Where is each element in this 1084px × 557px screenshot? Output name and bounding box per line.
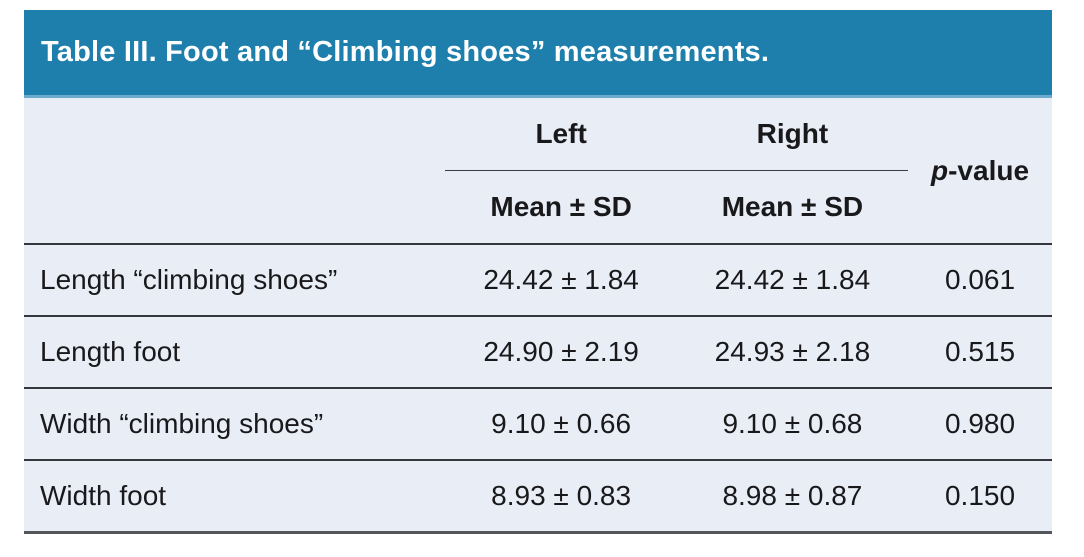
left-mean-sd-value: 24.90 ± 2.19 xyxy=(445,316,677,389)
left-mean-sd-value: 9.10 ± 0.66 xyxy=(445,388,677,461)
table-row: Width foot 8.93 ± 0.83 8.98 ± 0.87 0.150 xyxy=(24,460,1052,534)
p-value: 0.061 xyxy=(908,244,1052,317)
p-suffix-label: -value xyxy=(948,154,1030,186)
row-label: Width “climbing shoes” xyxy=(24,388,446,461)
column-header-left: Left xyxy=(445,98,677,171)
left-mean-sd-value: 8.93 ± 0.83 xyxy=(445,460,677,534)
p-value: 0.515 xyxy=(908,316,1052,389)
table-header: Left Right p-value Mean ± SD Mean ± SD xyxy=(24,98,1052,245)
p-italic-label: p xyxy=(931,154,949,186)
row-label: Length “climbing shoes” xyxy=(24,244,446,317)
right-mean-sd-value: 24.93 ± 2.18 xyxy=(676,316,909,389)
empty-subheader-cell xyxy=(24,170,446,245)
table-title: Table III. Foot and “Climbing shoes” mea… xyxy=(41,36,770,68)
column-header-right: Right xyxy=(676,98,909,171)
p-value: 0.980 xyxy=(908,388,1052,461)
column-header-pvalue: p-value xyxy=(908,98,1052,245)
table-row: Width “climbing shoes” 9.10 ± 0.66 9.10 … xyxy=(24,388,1052,461)
subheader-right-mean-sd: Mean ± SD xyxy=(676,170,909,245)
table-figure: Table III. Foot and “Climbing shoes” mea… xyxy=(24,10,1052,534)
right-mean-sd-value: 8.98 ± 0.87 xyxy=(676,460,909,534)
row-label: Width foot xyxy=(24,460,446,534)
group-header-row: Left Right p-value xyxy=(24,98,1052,245)
measurements-table: Left Right p-value Mean ± SD Mean ± SD L… xyxy=(24,98,1052,534)
right-mean-sd-value: 24.42 ± 1.84 xyxy=(676,244,909,317)
table-row: Length foot 24.90 ± 2.19 24.93 ± 2.18 0.… xyxy=(24,316,1052,389)
row-label: Length foot xyxy=(24,316,446,389)
table-body: Length “climbing shoes” 24.42 ± 1.84 24.… xyxy=(24,244,1052,534)
table-title-bar: Table III. Foot and “Climbing shoes” mea… xyxy=(24,10,1052,98)
subheader-left-mean-sd: Mean ± SD xyxy=(445,170,677,245)
right-mean-sd-value: 9.10 ± 0.68 xyxy=(676,388,909,461)
empty-header-cell xyxy=(24,98,445,171)
table-row: Length “climbing shoes” 24.42 ± 1.84 24.… xyxy=(24,244,1052,317)
left-mean-sd-value: 24.42 ± 1.84 xyxy=(445,244,677,317)
p-value: 0.150 xyxy=(908,460,1052,534)
subheader-row: Mean ± SD Mean ± SD xyxy=(24,170,1052,245)
